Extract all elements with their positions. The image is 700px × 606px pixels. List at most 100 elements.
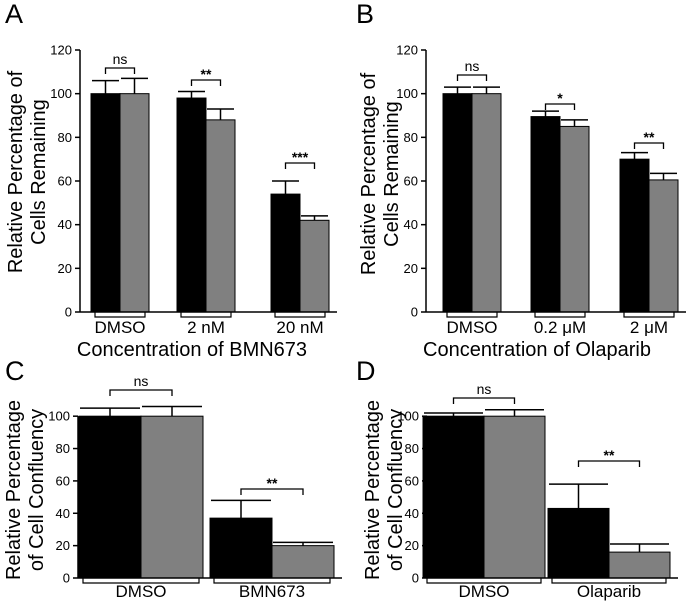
significance-label: * <box>557 90 563 106</box>
y-tick-label: 80 <box>404 130 418 145</box>
y-tick-label: 20 <box>58 261 72 276</box>
y-tick-label: 0 <box>65 305 72 320</box>
panel-d: D Relative Percentage of Cell Confluency… <box>356 356 678 601</box>
y-tick-label: 20 <box>404 261 418 276</box>
category-label: DMSO <box>459 582 510 601</box>
y-tick-label: 20 <box>405 538 419 553</box>
y-axis-label-line1: Relative Percentage of <box>358 72 380 275</box>
bar <box>90 93 121 313</box>
bar <box>471 93 502 313</box>
significance-label: ns <box>477 381 492 397</box>
significance-label: *** <box>292 149 309 165</box>
category-bracket <box>623 312 675 318</box>
y-tick-label: 0 <box>411 305 418 320</box>
y-axis-label-line2: of Cell Confluency <box>385 409 407 571</box>
significance-bracket <box>240 488 304 495</box>
bar <box>547 507 610 579</box>
y-axis-label-line1: Relative Percentage of <box>5 70 27 273</box>
category-bracket <box>274 312 326 318</box>
y-tick-label: 120 <box>50 43 72 58</box>
y-tick-label: 100 <box>396 86 418 101</box>
y-axis-label-line2: Cells Remaining <box>381 101 403 247</box>
panel-b: B Relative Percentage of Cells Remaining… <box>356 0 686 361</box>
y-tick-label: 100 <box>397 409 419 424</box>
panel-label: C <box>5 356 25 386</box>
significance-bracket <box>284 162 316 169</box>
bar <box>270 193 301 313</box>
category-label: 20 nM <box>276 318 323 337</box>
x-axis-label: Concentration of Olaparib <box>423 339 651 361</box>
bar <box>176 97 207 313</box>
bar <box>530 116 561 313</box>
y-tick-label: 40 <box>56 506 70 521</box>
y-tick-label: 0 <box>412 571 419 586</box>
category-label: DMSO <box>447 318 498 337</box>
significance-label: ns <box>134 373 149 389</box>
significance-bracket <box>104 67 136 74</box>
y-tick-label: 60 <box>405 473 419 488</box>
y-tick-label: 40 <box>404 217 418 232</box>
bar <box>442 93 473 313</box>
significance-label: ns <box>113 51 128 67</box>
category-bracket <box>426 578 542 584</box>
bar <box>559 125 590 313</box>
significance-bracket <box>456 74 488 81</box>
bar <box>619 158 650 313</box>
significance-bracket <box>452 397 516 404</box>
category-bracket <box>180 312 232 318</box>
x-axis-label: Concentration of BMN673 <box>77 339 307 361</box>
bar <box>205 119 236 313</box>
plot-area: 0 20 40 60 80 100 DMSO ns Olaparib ** <box>397 381 678 601</box>
category-bracket <box>534 312 586 318</box>
significance-bracket <box>633 142 665 149</box>
y-axis-label-line1: Relative Percentage <box>3 400 25 580</box>
category-label: 0.2 μM <box>534 318 586 337</box>
panel-c: C Relative Percentage of Cell Confluency… <box>3 356 342 601</box>
bar <box>422 415 485 579</box>
y-tick-label: 80 <box>405 441 419 456</box>
category-bracket <box>446 312 498 318</box>
bar <box>299 219 330 313</box>
bar <box>209 517 273 579</box>
category-label: 2 nM <box>187 318 225 337</box>
significance-bracket <box>577 460 641 467</box>
y-tick-label: 100 <box>48 409 70 424</box>
significance-label: ** <box>267 475 278 491</box>
category-label: 2 μM <box>630 318 668 337</box>
bar <box>78 415 142 579</box>
y-tick-label: 60 <box>404 174 418 189</box>
plot-area: 0 20 40 60 80 100 DMSO ns BMN673 ** <box>48 373 342 601</box>
category-bracket <box>82 578 200 584</box>
category-bracket <box>551 578 667 584</box>
y-tick-label: 80 <box>58 130 72 145</box>
bar <box>119 93 150 313</box>
y-tick-label: 60 <box>58 174 72 189</box>
bar <box>483 415 546 579</box>
y-tick-label: 20 <box>56 538 70 553</box>
y-tick-label: 0 <box>63 571 70 586</box>
panel-label: A <box>5 0 23 29</box>
panel-label: B <box>356 0 374 29</box>
panel-label: D <box>356 356 376 386</box>
category-label: DMSO <box>116 582 167 601</box>
category-label: BMN673 <box>239 582 305 601</box>
category-label: Olaparib <box>577 582 641 601</box>
y-tick-label: 60 <box>56 473 70 488</box>
significance-bracket <box>190 79 222 86</box>
category-bracket <box>94 312 146 318</box>
bar <box>271 545 335 579</box>
y-tick-label: 40 <box>58 217 72 232</box>
significance-bracket <box>109 389 173 396</box>
y-tick-label: 40 <box>405 506 419 521</box>
bar <box>608 551 671 579</box>
plot-area: 0 20 40 60 80 100 120 DMSO ns 0.2 μM * 2 μM ** <box>396 43 686 337</box>
category-bracket <box>213 578 331 584</box>
significance-label: ns <box>465 58 480 74</box>
y-axis-label-line2: Cells Remaining <box>28 99 50 245</box>
bar <box>648 179 679 313</box>
y-axis-label-line2: of Cell Confluency <box>26 409 48 571</box>
significance-label: ** <box>644 129 655 145</box>
y-axis-label-line1: Relative Percentage <box>362 400 384 580</box>
significance-label: ** <box>604 447 615 463</box>
